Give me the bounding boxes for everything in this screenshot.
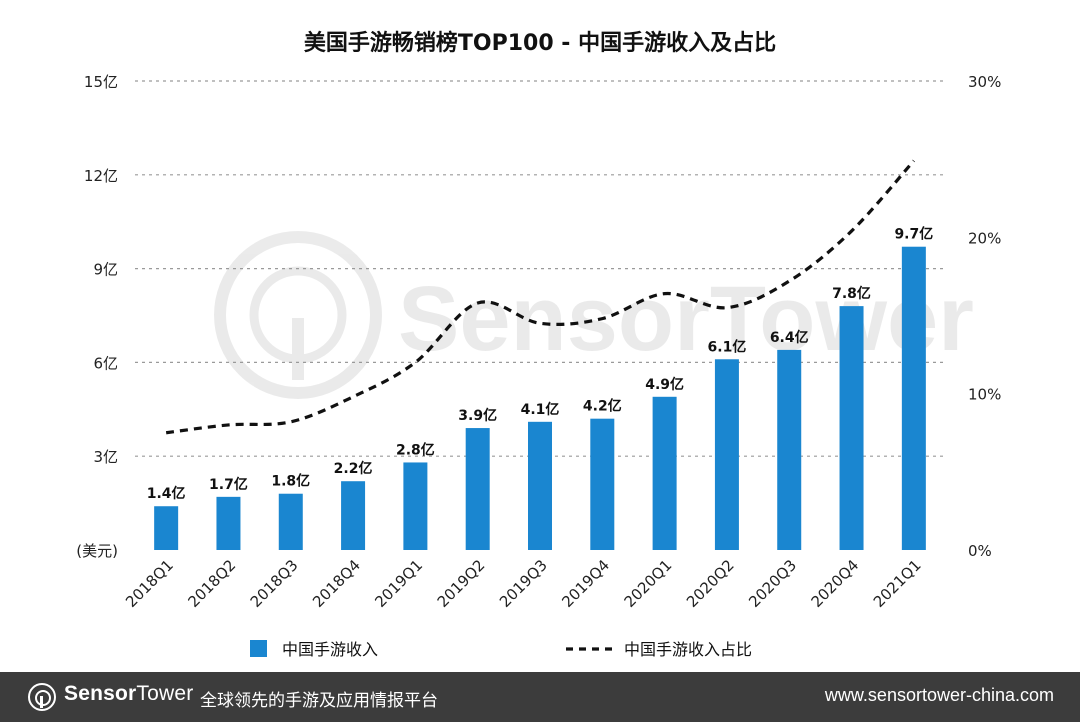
bar bbox=[154, 506, 179, 550]
bar-value-label: 2.8亿 bbox=[396, 441, 435, 458]
legend-line-label: 中国手游收入占比 bbox=[624, 640, 752, 659]
bar bbox=[839, 306, 864, 550]
x-tick-label: 2020Q3 bbox=[745, 556, 800, 611]
x-tick-label: 2018Q4 bbox=[309, 556, 364, 611]
x-tick-label: 2020Q4 bbox=[808, 556, 863, 611]
right-tick-label: 20% bbox=[968, 229, 1001, 247]
bar-value-label: 1.4亿 bbox=[147, 485, 186, 502]
watermark: SensorTower bbox=[214, 231, 974, 399]
right-axis-ticks: 0% 10% 20% 30% bbox=[968, 73, 1001, 560]
left-tick-label: 12亿 bbox=[84, 167, 118, 185]
bar bbox=[528, 421, 552, 550]
left-tick-label: 6亿 bbox=[93, 354, 118, 372]
left-tick-label: 3亿 bbox=[93, 448, 118, 466]
bar bbox=[714, 359, 739, 550]
bar bbox=[341, 481, 366, 550]
bar bbox=[216, 496, 241, 550]
bar bbox=[590, 418, 615, 550]
bar bbox=[403, 462, 428, 550]
left-tick-label: 9亿 bbox=[93, 261, 118, 279]
sensortower-logo-icon bbox=[28, 683, 56, 711]
bar-value-label: 4.9亿 bbox=[645, 376, 684, 393]
bar-value-label: 7.8亿 bbox=[832, 285, 871, 302]
right-tick-label: 10% bbox=[968, 386, 1001, 404]
x-tick-label: 2019Q2 bbox=[434, 556, 489, 611]
bar bbox=[777, 349, 802, 550]
bar-value-label: 1.8亿 bbox=[271, 473, 310, 490]
footer-brand-bold: Sensor bbox=[64, 682, 137, 705]
bar-value-label: 6.4亿 bbox=[770, 329, 809, 346]
x-tick-label: 2019Q3 bbox=[496, 556, 551, 611]
legend-bar-swatch bbox=[250, 640, 267, 657]
x-tick-label: 2020Q1 bbox=[621, 556, 676, 611]
footer-brand: SensorTower bbox=[64, 682, 193, 706]
left-tick-label: 15亿 bbox=[84, 73, 118, 91]
bar-labels: 1.4亿 1.7亿 1.8亿 2.2亿 2.8亿 3.9亿 4.1亿 4.2亿 4.9亿 6.1亿… bbox=[147, 226, 934, 503]
x-tick-label: 2018Q3 bbox=[247, 556, 302, 611]
bar-value-label: 3.9亿 bbox=[458, 407, 497, 424]
bar bbox=[652, 396, 677, 550]
bar-value-label: 2.2亿 bbox=[334, 460, 373, 477]
footer-url[interactable]: www.sensortower-china.com bbox=[824, 685, 1054, 705]
left-tick-label: (美元) bbox=[76, 542, 118, 560]
right-tick-label: 0% bbox=[968, 542, 992, 560]
bar bbox=[901, 246, 926, 551]
left-axis-ticks: (美元) 3亿 6亿 9亿 12亿 15亿 bbox=[76, 73, 118, 560]
legend-bar-label: 中国手游收入 bbox=[282, 640, 378, 659]
bar bbox=[278, 493, 303, 550]
chart-title: 美国手游畅销榜TOP100 - 中国手游收入及占比 bbox=[304, 30, 776, 56]
bar-value-label: 1.7亿 bbox=[209, 476, 248, 493]
ratio-series-line bbox=[165, 159, 916, 435]
legend: 中国手游收入 中国手游收入占比 bbox=[250, 640, 752, 659]
x-tick-label: 2018Q2 bbox=[184, 556, 239, 611]
bar-value-label: 4.1亿 bbox=[521, 401, 560, 418]
bar-value-label: 6.1亿 bbox=[708, 338, 747, 355]
footer-tagline: 全球领先的手游及应用情报平台 bbox=[200, 691, 438, 711]
x-axis-ticks: 2018Q1 2018Q2 2018Q3 2018Q4 2019Q1 2019Q2 2019… bbox=[122, 556, 925, 611]
bars bbox=[154, 246, 926, 551]
x-tick-label: 2021Q1 bbox=[870, 556, 925, 611]
bar-value-label: 4.2亿 bbox=[583, 398, 622, 415]
watermark-text: SensorTower bbox=[398, 268, 974, 370]
footer-brand-light: Tower bbox=[136, 682, 194, 705]
x-tick-label: 2020Q2 bbox=[683, 556, 738, 611]
x-tick-label: 2018Q1 bbox=[122, 556, 177, 611]
footer-bar: SensorTower 全球领先的手游及应用情报平台 www.sensortow… bbox=[0, 672, 1080, 722]
right-tick-label: 30% bbox=[968, 73, 1001, 91]
bar-value-label: 9.7亿 bbox=[894, 226, 933, 243]
x-tick-label: 2019Q1 bbox=[371, 556, 426, 611]
x-tick-label: 2019Q4 bbox=[558, 556, 613, 611]
bar bbox=[465, 428, 490, 550]
chart: SensorTower 美国手游畅销榜TOP100 - 中国手游收入及占比 (美… bbox=[76, 30, 1001, 659]
